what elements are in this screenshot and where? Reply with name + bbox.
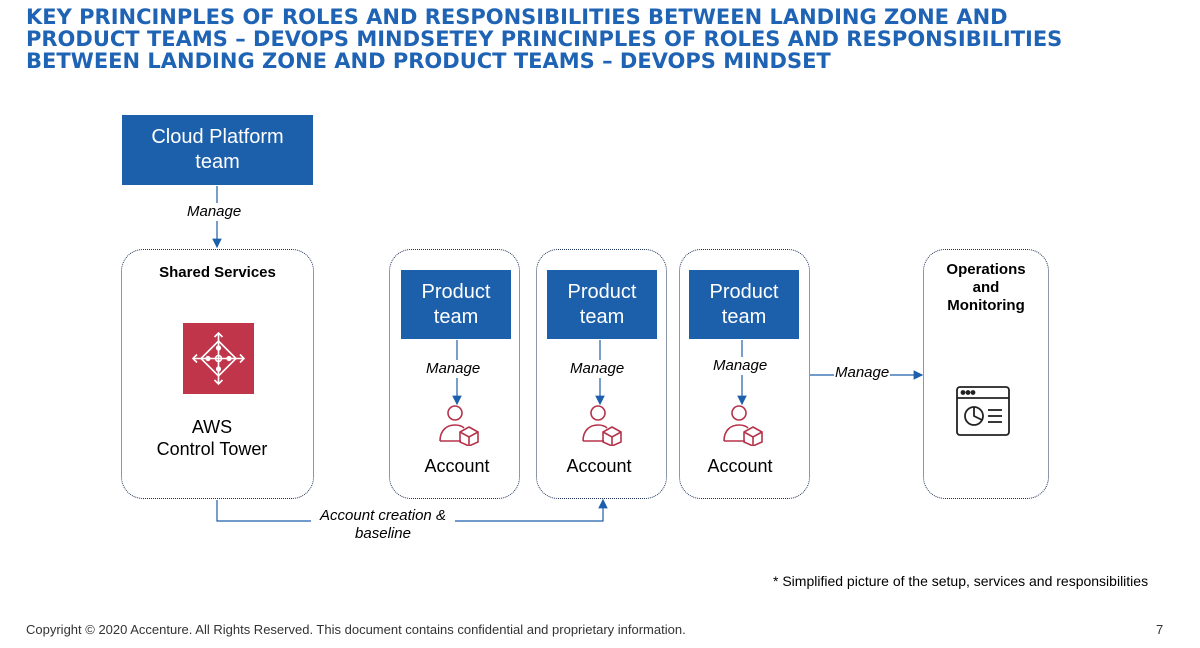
cloud-platform-line-1: Cloud Platform: [151, 126, 284, 148]
page-number: 7: [1156, 622, 1164, 637]
operations-line-2: and: [972, 279, 1000, 296]
product-manage-label-1: Manage: [425, 360, 482, 378]
page-title: KEY PRINCINPLES OF ROLES AND RESPONSIBIL…: [26, 6, 1186, 72]
shared-services-box: [121, 249, 314, 499]
product-manage-label-3: Manage: [712, 357, 769, 375]
aws-label-line-1: AWS: [191, 417, 233, 437]
cloud-platform-line-2: team: [195, 151, 240, 173]
product-team-line-2: team: [433, 305, 479, 328]
product-team-box-2: Product team: [547, 270, 657, 339]
title-line-1: KEY PRINCINPLES OF ROLES AND RESPONSIBIL…: [26, 5, 1008, 29]
account-label-3: Account: [707, 456, 773, 476]
product-team-line-1: Product: [709, 280, 779, 303]
product-column-3: [679, 249, 810, 499]
account-user-icon: [721, 404, 765, 447]
aws-label-line-2: Control Tower: [156, 439, 268, 459]
product-team-box-3: Product team: [689, 270, 799, 339]
operations-monitoring-box: [923, 249, 1049, 499]
product-column-2: [536, 249, 667, 499]
account-creation-line-2: baseline: [355, 525, 411, 542]
account-user-icon: [580, 404, 624, 447]
account-creation-line-1: Account creation &: [320, 507, 446, 524]
title-line-2: PRODUCT TEAMS – DEVOPS MINDSETEY PRINCIN…: [26, 27, 1063, 51]
control-tower-icon: [183, 323, 254, 394]
ops-manage-label: Manage: [834, 364, 891, 382]
account-user-icon: [437, 404, 481, 447]
shared-services-title: Shared Services: [159, 264, 276, 281]
account-label-2: Account: [566, 456, 632, 476]
product-team-box-1: Product team: [401, 270, 511, 339]
product-team-line-1: Product: [567, 280, 637, 303]
dashboard-window-icon: [955, 385, 1011, 437]
product-column-1: [389, 249, 520, 499]
product-team-line-2: team: [579, 305, 625, 328]
operations-title: Operations and Monitoring: [923, 261, 1049, 315]
product-team-line-1: Product: [421, 280, 491, 303]
operations-line-1: Operations: [946, 261, 1026, 278]
account-label-1: Account: [424, 456, 490, 476]
operations-line-3: Monitoring: [947, 297, 1025, 314]
product-manage-label-2: Manage: [569, 360, 626, 378]
simplified-note: * Simplified picture of the setup, servi…: [773, 573, 1149, 589]
account-creation-label: Account creation & baseline: [311, 507, 455, 543]
cloud-manage-label: Manage: [186, 203, 243, 221]
product-team-line-2: team: [721, 305, 767, 328]
title-line-3: BETWEEN LANDING ZONE AND PRODUCT TEAMS –…: [26, 49, 831, 73]
copyright-footer: Copyright © 2020 Accenture. All Rights R…: [26, 622, 686, 637]
cloud-platform-team-box: Cloud Platform team: [122, 115, 313, 185]
